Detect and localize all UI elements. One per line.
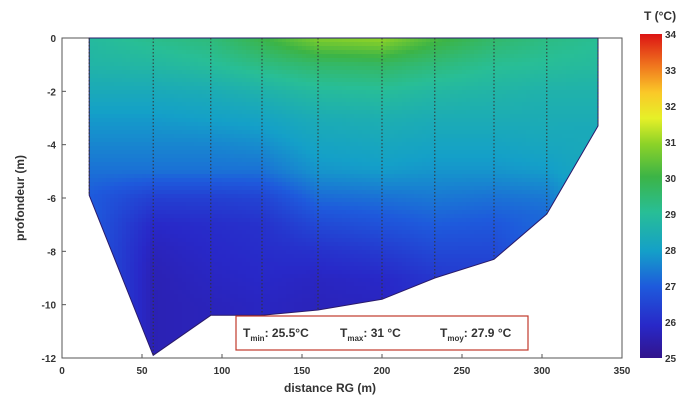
stats-tmax: Tmax: 31 °C (340, 326, 401, 343)
colorbar-ticks: 25 26 27 28 29 30 31 32 33 34 (665, 30, 677, 365)
x-tick-label: 0 (59, 366, 65, 377)
colorbar: T (°C) 25 26 27 28 29 30 31 32 33 34 (640, 9, 677, 365)
colorbar-tick-label: 27 (665, 282, 677, 293)
y-tick-label: 0 (50, 34, 56, 45)
colorbar-tick-label: 30 (665, 174, 677, 185)
x-tick-label: 150 (294, 366, 311, 377)
x-tick-label: 100 (214, 366, 231, 377)
stats-box-border (235, 315, 529, 351)
y-tick-label: -12 (42, 354, 57, 365)
y-axis-label: profondeur (m) (13, 155, 27, 241)
colorbar-tick-label: 33 (665, 66, 677, 77)
colorbar-tick-label: 26 (665, 318, 677, 329)
colorbar-tick-label: 25 (665, 354, 677, 365)
x-axis-label: distance RG (m) (284, 381, 376, 395)
colorbar-tick-label: 28 (665, 246, 677, 257)
x-tick-label: 250 (454, 366, 471, 377)
colorbar-tick-label: 29 (665, 210, 677, 221)
colorbar-tick-label: 34 (665, 30, 677, 41)
colorbar-tick-label: 31 (665, 138, 677, 149)
y-tick-label: -8 (47, 247, 56, 258)
stats-box: Tmin: 25.5°C Tmax: 31 °C Tmoy: 27.9 °C (235, 315, 529, 351)
x-tick-label: 50 (136, 366, 148, 377)
y-tick-label: -10 (42, 301, 57, 312)
y-tick-label: -2 (47, 87, 56, 98)
x-tick-label: 200 (374, 366, 391, 377)
measurement-profiles (88, 38, 599, 356)
stats-tmin: Tmin: 25.5°C (243, 326, 309, 343)
x-axis: 0 50 100 150 200 250 300 350 (59, 354, 631, 377)
colorbar-title: T (°C) (644, 9, 676, 23)
colorbar-gradient (640, 34, 662, 358)
stats-tmoy: Tmoy: 27.9 °C (440, 326, 512, 343)
y-tick-label: -4 (47, 141, 56, 152)
x-tick-label: 350 (614, 366, 631, 377)
y-tick-label: -6 (47, 194, 56, 205)
y-axis: 0 -2 -4 -6 -8 -10 -12 (42, 34, 66, 365)
colorbar-tick-label: 32 (665, 102, 677, 113)
x-tick-label: 300 (534, 366, 551, 377)
